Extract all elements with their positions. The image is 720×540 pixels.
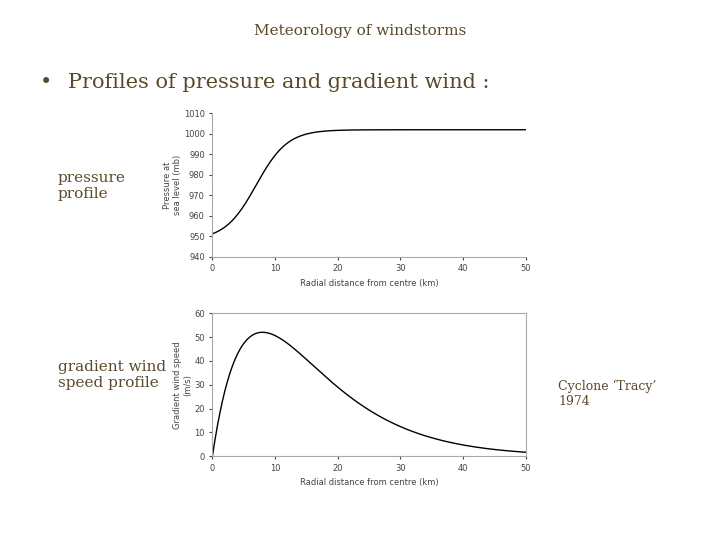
Text: pressure
profile: pressure profile: [58, 171, 125, 201]
Y-axis label: Gradient wind speed
(m/s): Gradient wind speed (m/s): [174, 341, 193, 429]
Text: Profiles of pressure and gradient wind :: Profiles of pressure and gradient wind :: [68, 73, 490, 92]
Text: Meteorology of windstorms: Meteorology of windstorms: [254, 24, 466, 38]
Text: •: •: [40, 73, 52, 92]
Text: gradient wind
speed profile: gradient wind speed profile: [58, 360, 166, 390]
X-axis label: Radial distance from centre (km): Radial distance from centre (km): [300, 478, 438, 488]
X-axis label: Radial distance from centre (km): Radial distance from centre (km): [300, 279, 438, 288]
Text: Cyclone ‘Tracy’
1974: Cyclone ‘Tracy’ 1974: [558, 380, 657, 408]
Y-axis label: Pressure at
sea level (mb): Pressure at sea level (mb): [163, 155, 182, 215]
